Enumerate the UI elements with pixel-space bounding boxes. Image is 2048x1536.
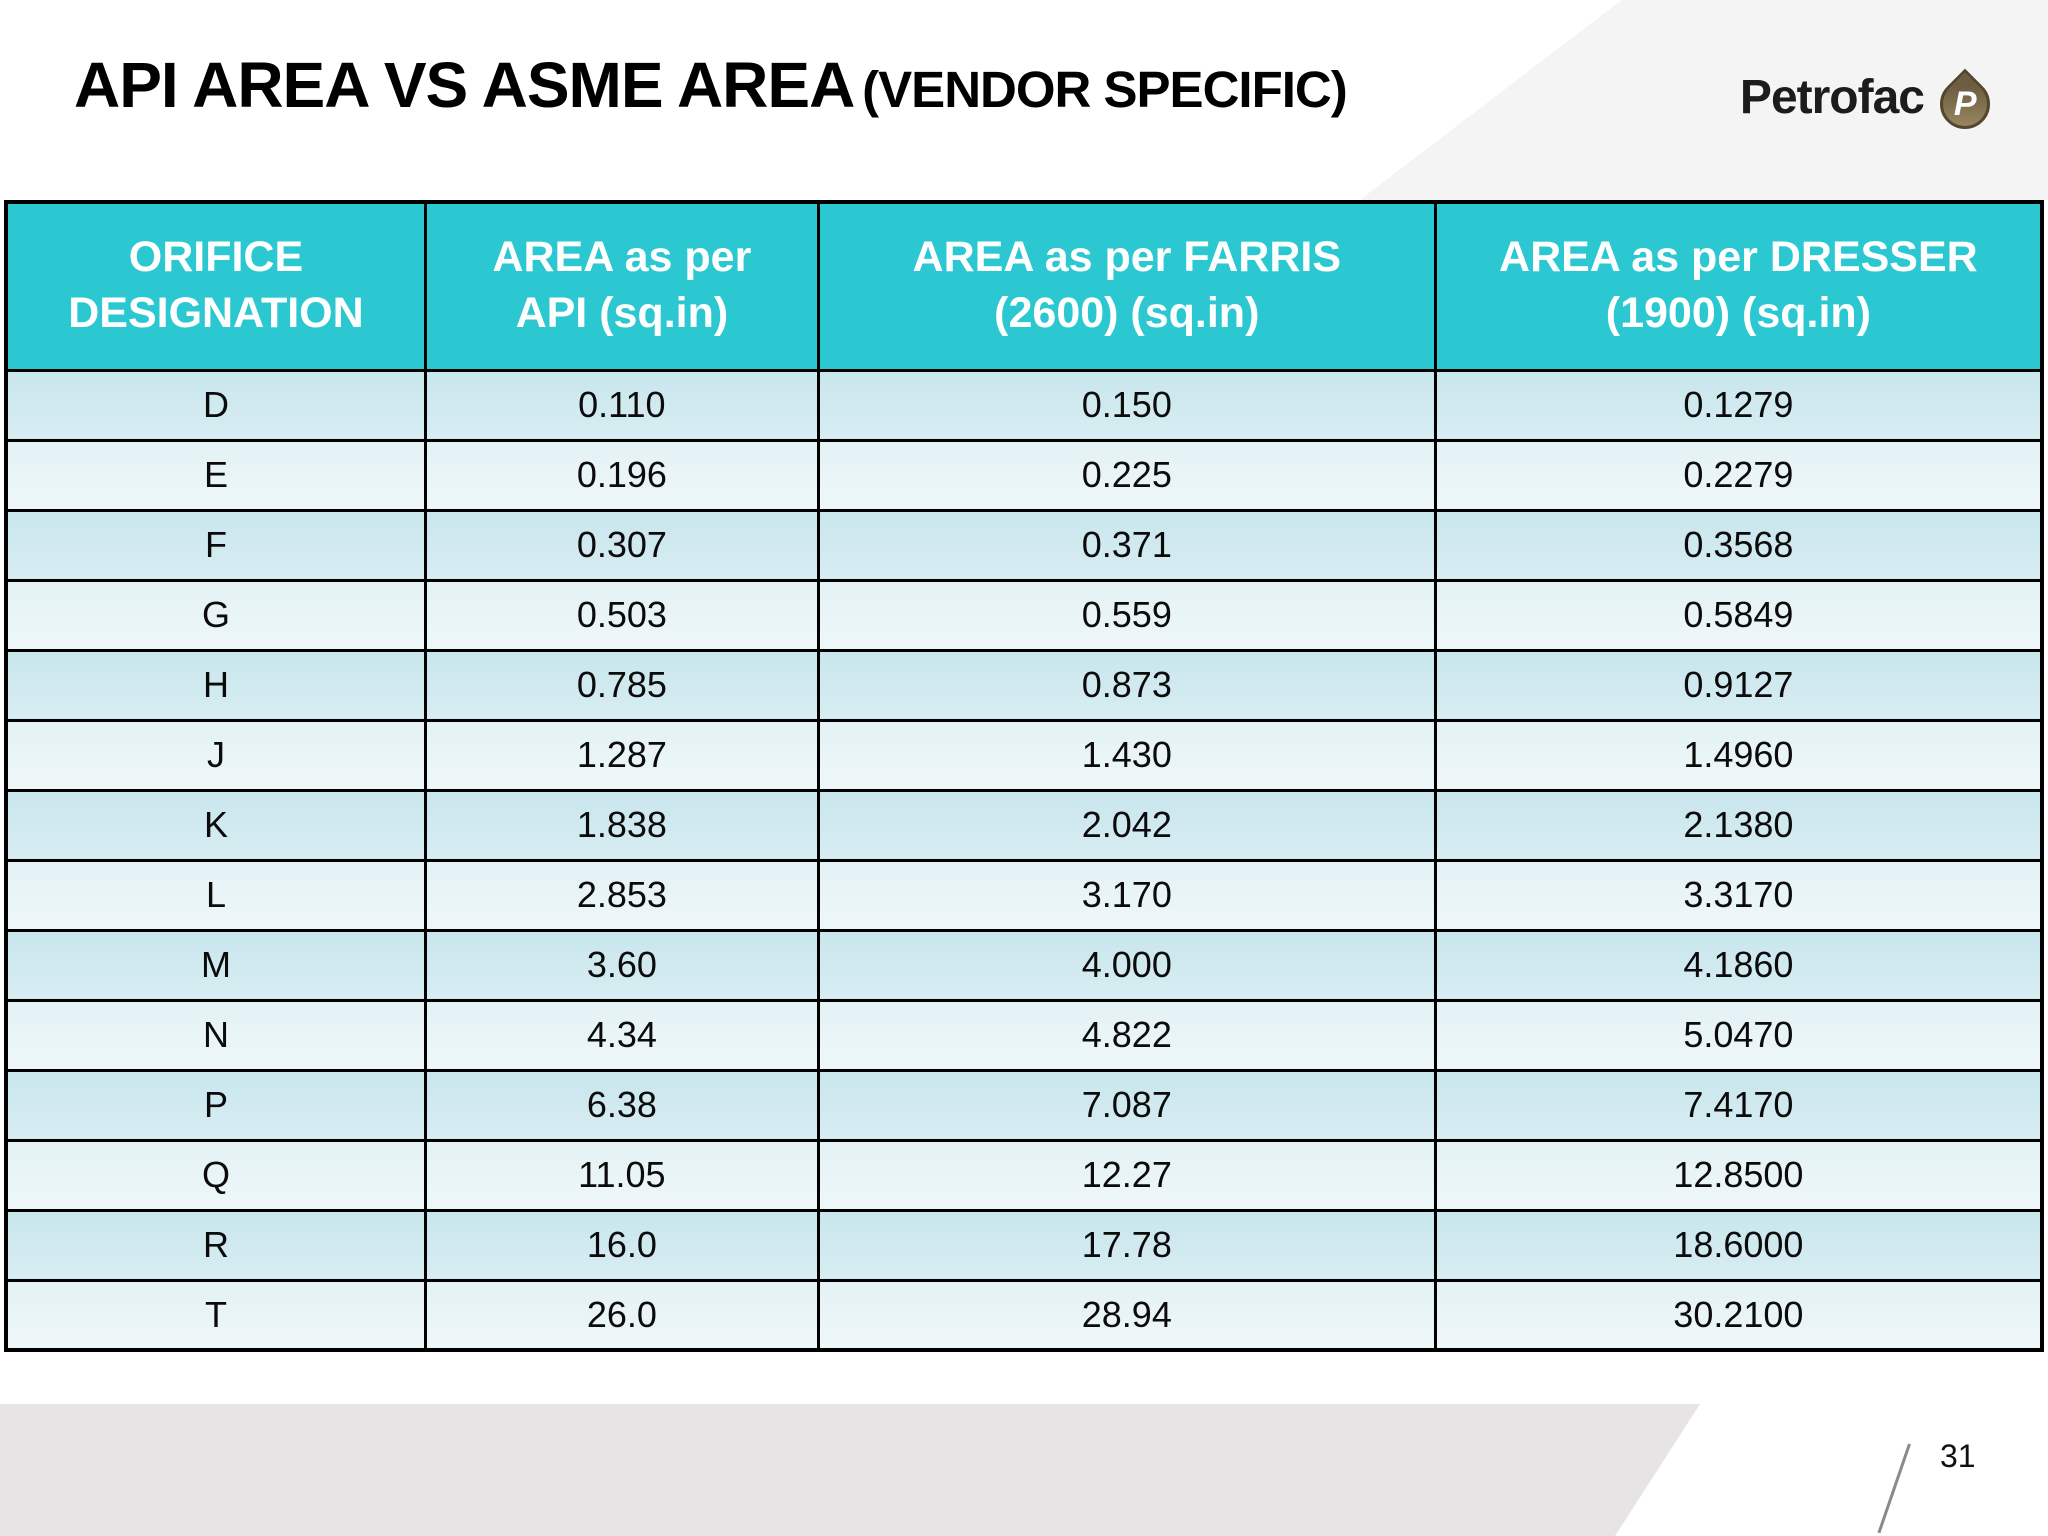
table-row: F 0.307 0.371 0.3568 [4, 508, 2044, 582]
area-value-cell: 0.785 [423, 648, 820, 722]
designation-cell: K [4, 788, 427, 862]
area-value-cell: 5.0470 [1433, 998, 2044, 1072]
area-value-cell: 11.05 [423, 1138, 820, 1212]
area-value-cell: 7.087 [816, 1068, 1437, 1142]
designation-cell: P [4, 1068, 427, 1142]
area-value-cell: 12.8500 [1433, 1138, 2044, 1212]
table-row: L 2.853 3.170 3.3170 [4, 858, 2044, 932]
area-value-cell: 6.38 [423, 1068, 820, 1142]
orifice-area-table: ORIFICE DESIGNATION AREA as per API (sq.… [4, 200, 2044, 1352]
area-value-cell: 0.110 [423, 368, 820, 442]
area-value-cell: 0.3568 [1433, 508, 2044, 582]
area-value-cell: 3.60 [423, 928, 820, 1002]
header-area-dresser: AREA as per DRESSER (1900) (sq.in) [1433, 200, 2044, 372]
table-row: P 6.38 7.087 7.4170 [4, 1068, 2044, 1142]
table-row: H 0.785 0.873 0.9127 [4, 648, 2044, 722]
area-value-cell: 0.150 [816, 368, 1437, 442]
table-row: G 0.503 0.559 0.5849 [4, 578, 2044, 652]
oil-droplet-icon: P [1929, 68, 2001, 140]
area-value-cell: 0.196 [423, 438, 820, 512]
area-value-cell: 18.6000 [1433, 1208, 2044, 1282]
area-value-cell: 1.430 [816, 718, 1437, 792]
designation-cell: N [4, 998, 427, 1072]
table-row: D 0.110 0.150 0.1279 [4, 368, 2044, 442]
table-row: T 26.0 28.94 30.2100 [4, 1278, 2044, 1352]
area-value-cell: 0.2279 [1433, 438, 2044, 512]
area-value-cell: 26.0 [423, 1278, 820, 1352]
area-value-cell: 0.559 [816, 578, 1437, 652]
designation-cell: T [4, 1278, 427, 1352]
logo-text: Petrofac [1739, 70, 1925, 124]
page-number: 31 [1940, 1438, 1976, 1474]
area-value-cell: 0.1279 [1433, 368, 2044, 442]
page-title: API AREA VS ASME AREA (VENDOR SPECIFIC) [74, 48, 1574, 122]
area-value-cell: 0.9127 [1433, 648, 2044, 722]
area-value-cell: 4.822 [816, 998, 1437, 1072]
area-value-cell: 2.853 [423, 858, 820, 932]
area-value-cell: 1.4960 [1433, 718, 2044, 792]
table-row: M 3.60 4.000 4.1860 [4, 928, 2044, 1002]
designation-cell: F [4, 508, 427, 582]
area-value-cell: 0.873 [816, 648, 1437, 722]
area-value-cell: 1.838 [423, 788, 820, 862]
area-value-cell: 16.0 [423, 1208, 820, 1282]
area-value-cell: 12.27 [816, 1138, 1437, 1212]
designation-cell: E [4, 438, 427, 512]
table-row: J 1.287 1.430 1.4960 [4, 718, 2044, 792]
designation-cell: R [4, 1208, 427, 1282]
table-row: E 0.196 0.225 0.2279 [4, 438, 2044, 512]
designation-cell: M [4, 928, 427, 1002]
area-value-cell: 0.5849 [1433, 578, 2044, 652]
table-row: R 16.0 17.78 18.6000 [4, 1208, 2044, 1282]
table-row: Q 11.05 12.27 12.8500 [4, 1138, 2044, 1212]
table-header-row: ORIFICE DESIGNATION AREA as per API (sq.… [4, 200, 2044, 372]
area-value-cell: 30.2100 [1433, 1278, 2044, 1352]
table-row: K 1.838 2.042 2.1380 [4, 788, 2044, 862]
area-value-cell: 7.4170 [1433, 1068, 2044, 1142]
area-value-cell: 1.287 [423, 718, 820, 792]
droplet-letter: P [1953, 85, 1977, 123]
area-value-cell: 3.3170 [1433, 858, 2044, 932]
designation-cell: G [4, 578, 427, 652]
bottom-gray-band [0, 1404, 1700, 1536]
header-area-farris: AREA as per FARRIS (2600) (sq.in) [816, 200, 1437, 372]
header-area-api: AREA as per API (sq.in) [423, 200, 820, 372]
area-value-cell: 0.307 [423, 508, 820, 582]
table-body: D 0.110 0.150 0.1279 E 0.196 0.225 0.2279 F 0.307… [4, 368, 2044, 1352]
petrofac-logo: Petrofac P [1739, 58, 2001, 140]
area-value-cell: 2.042 [816, 788, 1437, 862]
area-value-cell: 3.170 [816, 858, 1437, 932]
footer-diagonal-line [1877, 1443, 1911, 1534]
area-value-cell: 17.78 [816, 1208, 1437, 1282]
designation-cell: J [4, 718, 427, 792]
area-value-cell: 2.1380 [1433, 788, 2044, 862]
area-value-cell: 28.94 [816, 1278, 1437, 1352]
designation-cell: Q [4, 1138, 427, 1212]
designation-cell: D [4, 368, 427, 442]
table-row: N 4.34 4.822 5.0470 [4, 998, 2044, 1072]
title-main: API AREA VS ASME AREA [74, 49, 855, 121]
area-value-cell: 4.000 [816, 928, 1437, 1002]
area-value-cell: 0.503 [423, 578, 820, 652]
area-value-cell: 0.225 [816, 438, 1437, 512]
area-value-cell: 4.34 [423, 998, 820, 1072]
designation-cell: L [4, 858, 427, 932]
area-value-cell: 4.1860 [1433, 928, 2044, 1002]
designation-cell: H [4, 648, 427, 722]
title-suffix: (VENDOR SPECIFIC) [862, 61, 1348, 118]
header-orifice-designation: ORIFICE DESIGNATION [4, 200, 427, 372]
area-value-cell: 0.371 [816, 508, 1437, 582]
